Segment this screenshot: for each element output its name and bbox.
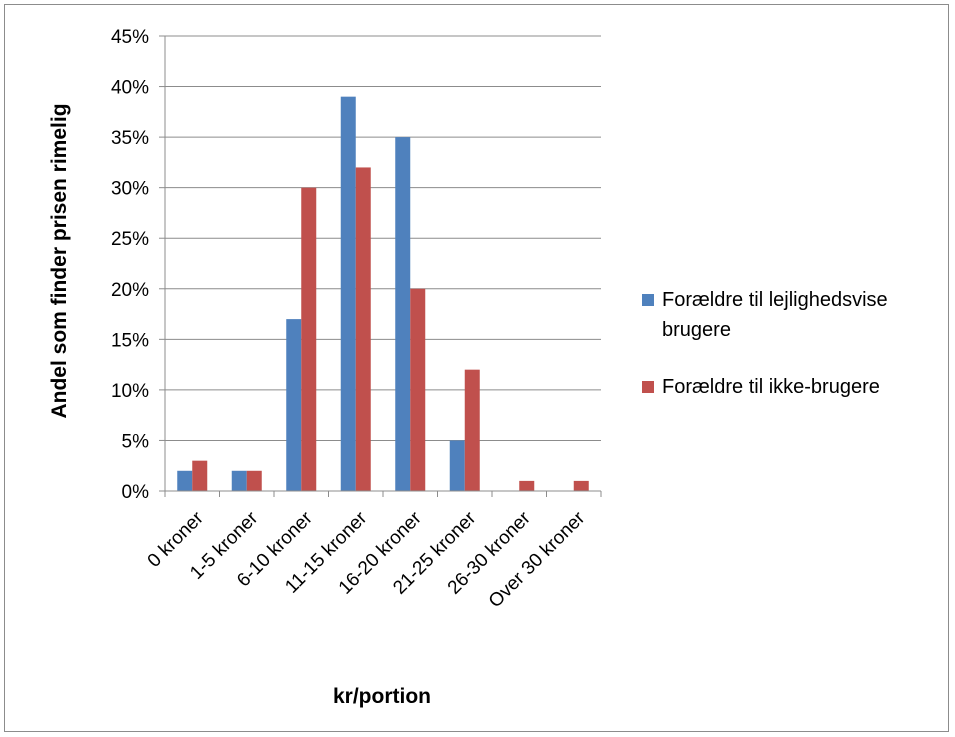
legend-swatch [642, 381, 654, 393]
gridlines [165, 35, 601, 441]
bar-series-2 [410, 288, 426, 491]
bar-series-1 [449, 440, 465, 491]
y-tick-labels: 0% 5% 10% 15% 20% 25% 30% 35% 40% 45% [111, 27, 149, 503]
axes [159, 35, 602, 497]
legend-swatch [642, 294, 654, 306]
y-tick-label: 5% [122, 431, 150, 452]
y-axis-title: Andel som finder prisen rimelig [48, 103, 71, 418]
bar-series-2 [464, 369, 480, 491]
y-tick-label: 40% [111, 78, 149, 99]
y-tick-label: 10% [111, 381, 149, 402]
legend-label: Forældre til ikke-brugere [662, 376, 880, 398]
bar-series-2 [192, 460, 208, 491]
chart-frame [4, 4, 949, 732]
y-tick-label: 35% [111, 128, 149, 149]
x-axis-title: kr/portion [333, 685, 431, 708]
bar-series-2 [246, 470, 262, 491]
bar-series-2 [355, 167, 371, 491]
y-tick-label: 15% [111, 330, 149, 351]
y-tick-label: 20% [111, 280, 149, 301]
legend-label: Forældre til lejlighedsvise [662, 289, 888, 311]
bar-series-1 [231, 470, 247, 491]
bars [177, 96, 589, 492]
legend-label: brugere [662, 319, 731, 341]
y-tick-label: 0% [122, 482, 150, 503]
bar-series-2 [519, 480, 535, 491]
bar-series-2 [301, 187, 317, 491]
x-category-label: Over 30 kroner [485, 507, 590, 612]
bar-series-1 [395, 137, 411, 491]
y-tick-label: 30% [111, 179, 149, 200]
bar-series-1 [286, 319, 302, 491]
bar-series-2 [573, 480, 589, 491]
y-tick-label: 45% [111, 27, 149, 48]
legend: Forældre til lejlighedsvise brugere Foræld… [642, 289, 888, 398]
bar-series-1 [177, 470, 193, 491]
y-tick-label: 25% [111, 229, 149, 250]
bar-series-1 [340, 96, 356, 492]
